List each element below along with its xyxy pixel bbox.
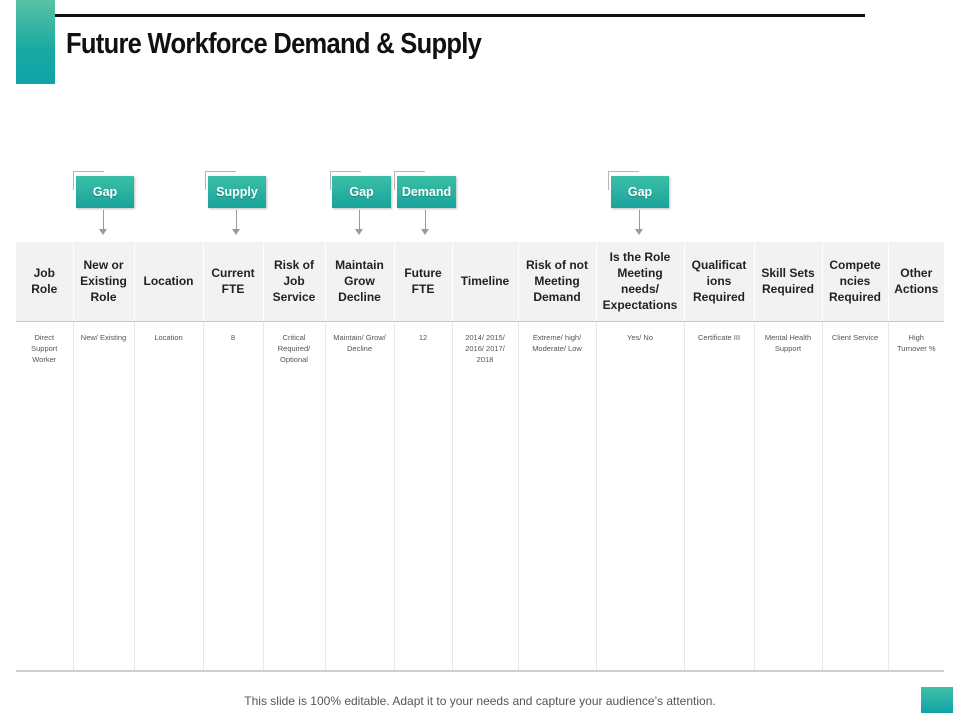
table-row: Direct Support Worker New/ Existing Loca… [16,321,944,672]
cell-future-fte: 12 [393,321,452,672]
gap-tag-2: Gap [332,176,391,208]
cell-other-actions: High Turnover % [887,321,944,672]
cell-location: Location [133,321,203,672]
cell-maintain-grow-decline: Maintain/ Grow/ Decline [324,321,394,672]
supply-tag-bracket [205,171,236,190]
table-header-row: Job Role New or Existing Role Location C… [16,242,944,322]
cell-risk-of-not-meeting-demand: Extreme/ high/ Moderate/ Low [517,321,596,672]
column-header-qualifications-required: Qualificat ions Required [683,242,754,322]
column-header-risk-of-job-service: Risk of Job Service [262,242,325,322]
column-header-current-fte: Current FTE [202,242,263,322]
footer-accent-block [921,687,953,713]
gap-tag-2-arrow-icon [355,208,364,236]
cell-role-meeting-needs: Yes/ No [595,321,684,672]
column-header-risk-of-not-meeting-demand: Risk of not Meeting Demand [517,242,596,322]
gap-tag-3-bracket [608,171,639,190]
column-header-job-role: Job Role [16,242,73,322]
column-header-other-actions: Other Actions [887,242,944,322]
column-header-role-meeting-needs: Is the Role Meeting needs/ Expectations [595,242,684,322]
cell-qualifications-required: Certificate III [683,321,754,672]
gap-tag-3: Gap [611,176,669,208]
demand-tag-arrow-icon [421,208,430,236]
demand-tag: Demand [397,176,456,208]
demand-tag-bracket [394,171,425,190]
cell-new-or-existing-role: New/ Existing [72,321,134,672]
column-header-maintain-grow-decline: Maintain Grow Decline [324,242,394,322]
workforce-table: Job Role New or Existing Role Location C… [16,242,944,672]
gap-tag-1-bracket [73,171,104,190]
gap-tag-1-arrow-icon [99,208,108,236]
column-header-location: Location [133,242,203,322]
column-header-timeline: Timeline [451,242,518,322]
column-header-future-fte: Future FTE [393,242,452,322]
page-title: Future Workforce Demand & Supply [66,28,482,60]
cell-competencies-required: Client Service [821,321,888,672]
cell-job-role: Direct Support Worker [16,321,73,672]
supply-tag: Supply [208,176,266,208]
cell-risk-of-job-service: Critical Required/ Optional [262,321,325,672]
title-accent-block [16,0,55,84]
cell-timeline: 2014/ 2015/ 2016/ 2017/ 2018 [451,321,518,672]
gap-tag-1: Gap [76,176,134,208]
cell-current-fte: 8 [202,321,263,672]
gap-tag-3-arrow-icon [635,208,644,236]
gap-tag-2-bracket [330,171,361,190]
column-header-competencies-required: Compete ncies Required [821,242,888,322]
supply-tag-arrow-icon [232,208,241,236]
column-header-new-or-existing-role: New or Existing Role [72,242,134,322]
cell-skill-sets-required: Mental Health Support [753,321,822,672]
title-rule [55,14,865,17]
footer-note: This slide is 100% editable. Adapt it to… [244,694,716,708]
column-header-skill-sets-required: Skill Sets Required [753,242,822,322]
